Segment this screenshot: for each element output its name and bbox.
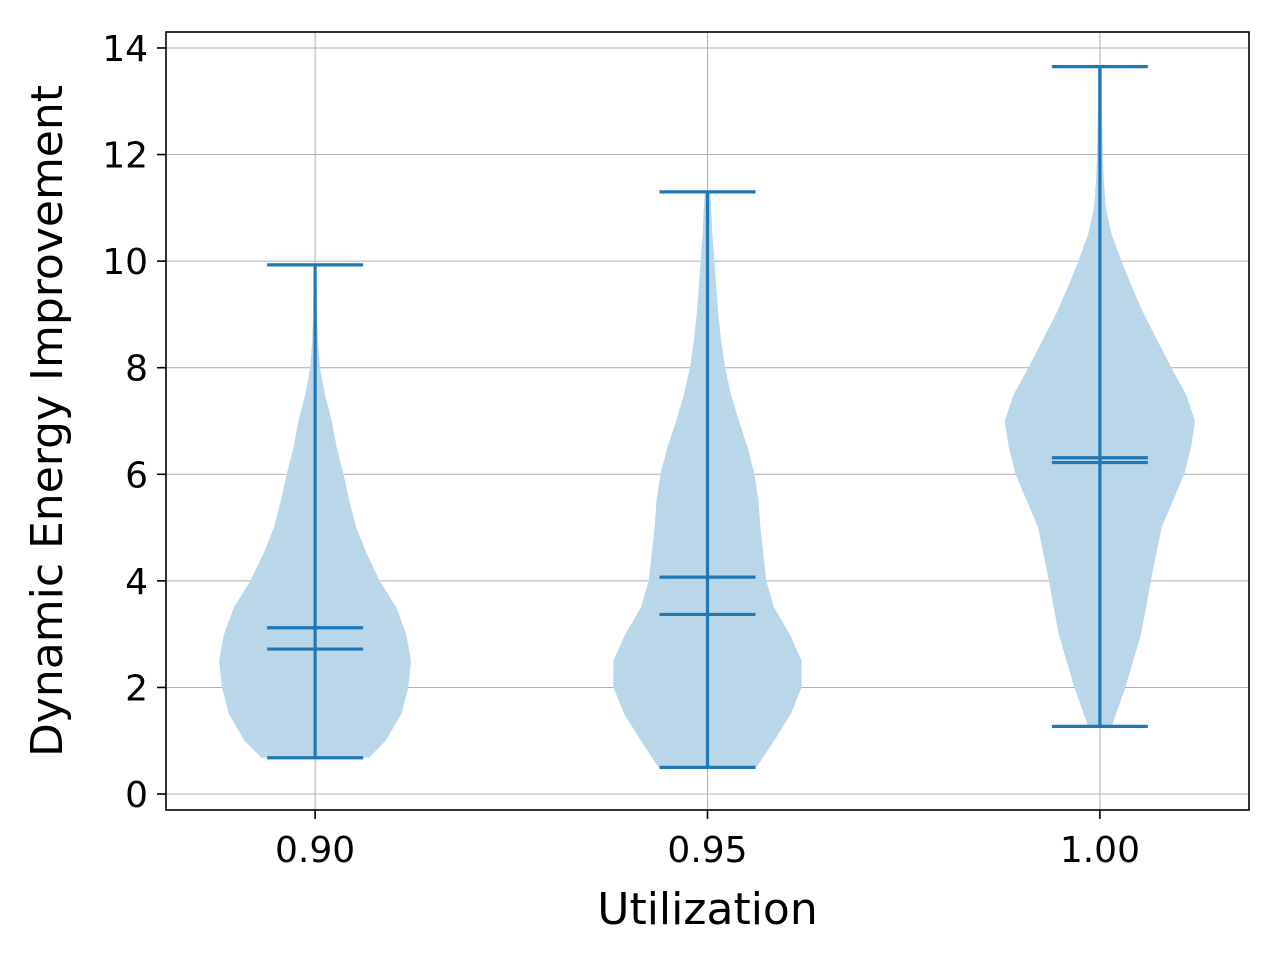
y-tick-label: 12 (102, 136, 148, 177)
x-tick-label: 0.90 (275, 830, 355, 871)
x-axis-title: Utilization (597, 884, 817, 935)
y-tick-label: 10 (102, 242, 148, 283)
x-tick-label: 1.00 (1060, 830, 1140, 871)
y-tick-label: 8 (125, 349, 148, 390)
y-tick-label: 4 (125, 562, 148, 603)
y-tick-label: 14 (102, 29, 148, 70)
violin-lines (267, 65, 1148, 769)
x-tick-label: 0.95 (667, 830, 747, 871)
y-tick-label: 2 (125, 668, 148, 709)
y-tick-label: 0 (125, 775, 148, 816)
axis-ticks: 0 2 4 6 8 10 12 14 0.90 0.95 1.00 (102, 29, 1140, 871)
y-tick-label: 6 (125, 455, 148, 496)
y-axis-title: Dynamic Energy Improvement (22, 85, 73, 757)
